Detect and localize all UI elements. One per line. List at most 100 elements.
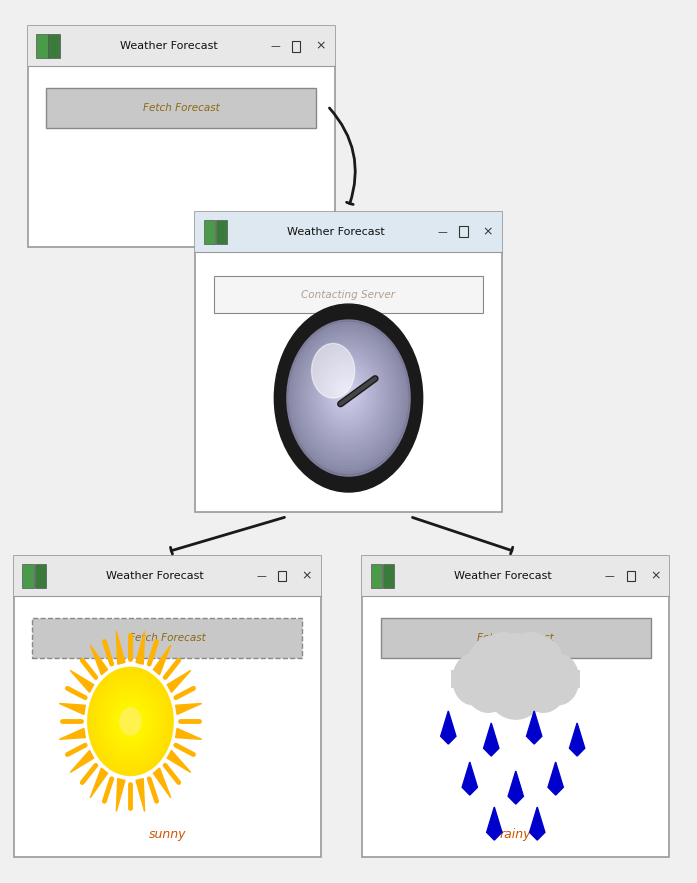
Circle shape [96, 678, 164, 765]
Circle shape [300, 336, 395, 457]
Polygon shape [484, 723, 499, 756]
Polygon shape [90, 645, 107, 675]
Circle shape [88, 668, 173, 775]
Circle shape [289, 322, 408, 473]
Polygon shape [116, 779, 125, 811]
Circle shape [513, 636, 565, 702]
Circle shape [94, 675, 167, 767]
Circle shape [126, 716, 135, 727]
Text: ×: × [301, 570, 312, 583]
Circle shape [293, 327, 404, 467]
Polygon shape [167, 751, 191, 773]
FancyBboxPatch shape [32, 618, 302, 658]
Circle shape [295, 329, 401, 464]
Text: —: — [256, 571, 266, 581]
Polygon shape [530, 807, 545, 840]
FancyBboxPatch shape [216, 220, 227, 244]
Circle shape [102, 686, 158, 757]
Polygon shape [116, 631, 125, 664]
Text: Weather Forecast: Weather Forecast [120, 42, 217, 51]
Text: ×: × [650, 570, 661, 583]
FancyBboxPatch shape [36, 34, 47, 58]
Text: Weather Forecast: Weather Forecast [287, 227, 385, 237]
Circle shape [312, 351, 382, 439]
Text: Fetch Forecast: Fetch Forecast [143, 103, 220, 113]
Circle shape [320, 359, 374, 427]
Polygon shape [548, 762, 563, 795]
Circle shape [500, 633, 562, 711]
FancyBboxPatch shape [371, 564, 382, 588]
Circle shape [318, 358, 376, 430]
Circle shape [90, 670, 171, 773]
Circle shape [328, 369, 365, 416]
Polygon shape [90, 768, 107, 798]
Circle shape [336, 379, 356, 404]
FancyBboxPatch shape [22, 564, 33, 588]
Polygon shape [487, 807, 502, 840]
Circle shape [275, 304, 422, 492]
Polygon shape [70, 670, 93, 692]
Circle shape [116, 703, 146, 740]
FancyBboxPatch shape [195, 212, 502, 512]
Circle shape [287, 320, 410, 476]
Polygon shape [176, 728, 201, 739]
FancyBboxPatch shape [28, 26, 335, 247]
Circle shape [310, 348, 384, 442]
Circle shape [98, 681, 162, 762]
Polygon shape [569, 723, 585, 756]
Circle shape [330, 372, 362, 413]
Text: —: — [438, 227, 447, 237]
Polygon shape [153, 768, 171, 798]
Circle shape [316, 355, 378, 434]
Circle shape [120, 708, 141, 735]
Polygon shape [136, 631, 144, 664]
Polygon shape [508, 771, 523, 804]
Polygon shape [176, 704, 201, 714]
Circle shape [297, 332, 399, 462]
Circle shape [539, 654, 579, 705]
Circle shape [339, 383, 352, 399]
FancyBboxPatch shape [213, 276, 484, 313]
FancyBboxPatch shape [452, 670, 580, 689]
FancyBboxPatch shape [49, 34, 60, 58]
Text: ×: × [482, 225, 493, 238]
Circle shape [118, 706, 144, 737]
FancyBboxPatch shape [381, 618, 651, 658]
Circle shape [107, 691, 154, 751]
FancyBboxPatch shape [195, 212, 502, 252]
Circle shape [307, 343, 388, 448]
Circle shape [344, 388, 348, 393]
Polygon shape [462, 762, 477, 795]
Text: Weather Forecast: Weather Forecast [454, 571, 552, 581]
Circle shape [92, 673, 169, 770]
Polygon shape [59, 704, 85, 714]
Circle shape [308, 346, 386, 445]
Circle shape [332, 374, 360, 411]
Text: Fetch Forecast: Fetch Forecast [129, 633, 206, 643]
FancyBboxPatch shape [28, 26, 335, 66]
Circle shape [128, 719, 132, 724]
Circle shape [291, 325, 406, 471]
Text: Fetch Forecast: Fetch Forecast [477, 633, 554, 643]
FancyBboxPatch shape [362, 556, 669, 857]
FancyBboxPatch shape [14, 556, 321, 596]
Polygon shape [153, 645, 171, 675]
FancyBboxPatch shape [204, 220, 215, 244]
Circle shape [124, 713, 137, 729]
Circle shape [473, 633, 534, 711]
Circle shape [322, 362, 372, 425]
Polygon shape [526, 711, 542, 744]
Polygon shape [70, 751, 93, 773]
Circle shape [337, 381, 354, 402]
Circle shape [114, 700, 148, 743]
Circle shape [122, 711, 139, 732]
Circle shape [342, 386, 350, 396]
Circle shape [464, 650, 513, 713]
Circle shape [302, 339, 393, 453]
FancyBboxPatch shape [362, 556, 669, 596]
Circle shape [105, 689, 156, 754]
Polygon shape [441, 711, 456, 744]
Circle shape [109, 694, 152, 749]
Circle shape [324, 365, 369, 422]
Circle shape [112, 697, 150, 746]
